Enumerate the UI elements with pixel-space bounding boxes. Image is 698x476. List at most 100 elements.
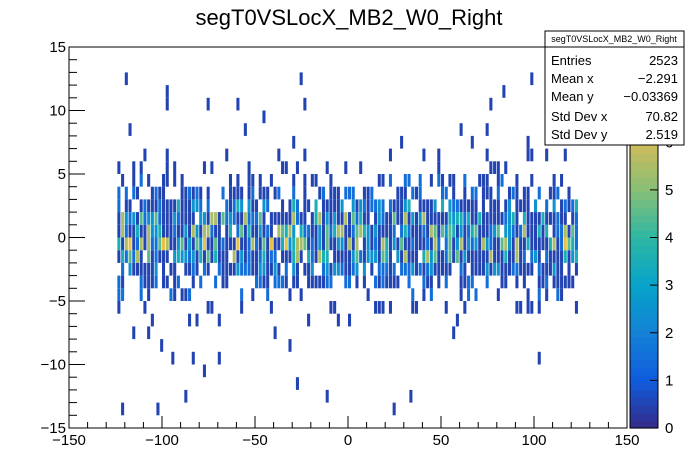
heatmap-bin xyxy=(269,212,273,225)
heatmap-bin xyxy=(571,237,575,251)
heatmap-bin xyxy=(251,174,255,187)
heatmap-bin xyxy=(180,186,184,200)
heatmap-bin xyxy=(173,212,177,225)
heatmap-bin xyxy=(344,212,348,225)
heatmap-bin xyxy=(552,237,556,251)
heatmap-bin xyxy=(418,199,422,213)
heatmap-bin xyxy=(444,212,448,225)
heatmap-bin xyxy=(541,275,545,289)
heatmap-bin xyxy=(176,250,180,263)
heatmap-bin xyxy=(560,288,564,301)
heatmap-bin xyxy=(340,237,344,251)
heatmap-bin xyxy=(452,199,456,213)
palette-segment xyxy=(630,222,658,231)
heatmap-bin xyxy=(418,212,422,225)
heatmap-bin xyxy=(545,275,549,289)
heatmap-bin xyxy=(515,275,519,289)
heatmap-bin xyxy=(284,224,288,238)
heatmap-bin xyxy=(534,237,538,251)
heatmap-bin xyxy=(273,250,277,263)
heatmap-bin xyxy=(455,199,459,213)
heatmap-bin xyxy=(422,275,426,289)
heatmap-bin xyxy=(422,250,426,263)
heatmap-bin xyxy=(176,224,180,238)
heatmap-bin xyxy=(474,224,478,238)
heatmap-bin xyxy=(325,199,329,213)
y-tick-label: 15 xyxy=(49,39,66,56)
heatmap-bin xyxy=(340,262,344,276)
heatmap-bin xyxy=(135,186,140,200)
heatmap-bin xyxy=(180,288,184,301)
heatmap-bin xyxy=(504,212,508,225)
heatmap-bin xyxy=(199,212,203,225)
heatmap-bin xyxy=(448,250,452,263)
heatmap-bin xyxy=(411,262,415,276)
heatmap-bin xyxy=(355,212,359,225)
palette-segment xyxy=(630,252,658,261)
heatmap-bin xyxy=(288,199,292,213)
heatmap-bin xyxy=(132,161,136,174)
heatmap-bin xyxy=(184,262,188,276)
heatmap-bin xyxy=(485,174,489,187)
heatmap-bin xyxy=(269,237,273,251)
heatmap-bin xyxy=(310,262,314,276)
heatmap-bin xyxy=(210,212,214,225)
heatmap-bin xyxy=(534,250,538,263)
heatmap-bin xyxy=(426,224,430,238)
heatmap-bin xyxy=(418,237,422,251)
heatmap-bin xyxy=(444,224,448,238)
heatmap-bin xyxy=(366,288,370,301)
heatmap-bin xyxy=(355,224,359,238)
heatmap-bin xyxy=(225,148,229,162)
heatmap-bin xyxy=(255,212,259,225)
heatmap-bin xyxy=(132,174,136,187)
heatmap-bin xyxy=(485,237,489,251)
heatmap-bin xyxy=(307,224,311,238)
heatmap-bin-outlier xyxy=(502,85,506,98)
heatmap-bin xyxy=(392,224,396,238)
heatmap-bin xyxy=(441,224,445,238)
heatmap-bin xyxy=(303,148,307,162)
heatmap-bin xyxy=(173,199,177,213)
heatmap-bin xyxy=(515,262,519,276)
heatmap-bin xyxy=(247,212,251,225)
heatmap-bin xyxy=(362,262,366,276)
heatmap-bin xyxy=(348,224,352,238)
heatmap-bin xyxy=(299,224,303,238)
heatmap-bin xyxy=(139,237,143,251)
heatmap-bin xyxy=(448,212,452,225)
heatmap-bin xyxy=(165,97,169,111)
heatmap-bin xyxy=(556,288,560,301)
heatmap-bin xyxy=(162,212,166,225)
heatmap-bin xyxy=(496,212,500,225)
heatmap-bin xyxy=(455,250,459,263)
heatmap-bin xyxy=(537,275,541,289)
heatmap-bin xyxy=(173,250,177,263)
heatmap-bin xyxy=(310,224,314,238)
heatmap-bin xyxy=(437,212,441,225)
heatmap-bin xyxy=(217,237,221,251)
heatmap-bin xyxy=(236,186,240,200)
heatmap-bin xyxy=(362,250,366,263)
heatmap-bin xyxy=(470,250,474,263)
heatmap-bin xyxy=(534,212,538,225)
heatmap-bin xyxy=(403,262,407,276)
heatmap-bin xyxy=(485,224,489,238)
heatmap-bin xyxy=(191,262,195,276)
heatmap-bin xyxy=(444,275,448,289)
heatmap-bin xyxy=(567,224,571,238)
heatmap-bin xyxy=(188,313,192,327)
heatmap-bin xyxy=(507,212,512,225)
heatmap-bin xyxy=(329,212,333,225)
heatmap-bin xyxy=(433,262,437,276)
heatmap-bin xyxy=(199,237,203,251)
heatmap-bin xyxy=(221,262,225,276)
heatmap-bin xyxy=(221,250,225,263)
heatmap-bin xyxy=(173,237,177,251)
heatmap-bin xyxy=(184,250,188,263)
heatmap-bin xyxy=(277,186,281,200)
heatmap-bin xyxy=(574,262,578,276)
heatmap-bin xyxy=(359,161,363,174)
heatmap-bin xyxy=(221,237,225,251)
heatmap-bin xyxy=(176,212,180,225)
